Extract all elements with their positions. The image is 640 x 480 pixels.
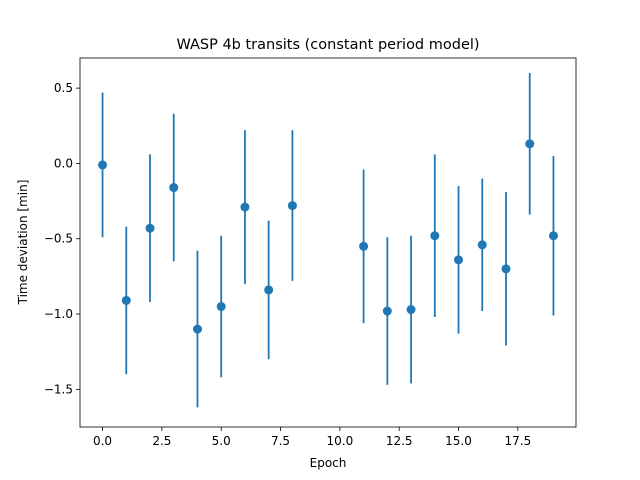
data-point (430, 231, 440, 241)
data-point (548, 231, 558, 241)
y-tick-label: 0.5 (54, 81, 73, 95)
data-point (240, 202, 250, 212)
data-point (501, 264, 511, 274)
y-tick-label: 0.0 (54, 156, 73, 170)
data-point (477, 240, 487, 250)
data-point (382, 306, 392, 316)
data-point (264, 285, 274, 295)
data-point (287, 201, 297, 211)
data-point (98, 160, 108, 170)
chart-title: WASP 4b transits (constant period model) (176, 37, 479, 53)
data-point (525, 139, 535, 149)
x-axis-label: Epoch (310, 456, 347, 470)
plot-area: 0.0 2.5 5.0 7.5 10.0 12.5 15.0 17.5 0.5 0.0 −0.5 −1… (44, 57, 577, 448)
x-tick-label: 7.5 (271, 434, 290, 448)
data-point (192, 324, 202, 334)
y-tick-label: −1.0 (44, 307, 73, 321)
x-tick-label: 10.0 (327, 434, 354, 448)
axes-frame (79, 57, 577, 428)
x-tick-label: 15.0 (445, 434, 472, 448)
y-tick-label: −1.5 (44, 382, 73, 396)
data-point (145, 223, 155, 233)
y-tick-label: −0.5 (44, 232, 73, 246)
x-tick-label: 2.5 (152, 434, 171, 448)
data-point (454, 255, 464, 265)
data-point (406, 305, 416, 315)
data-point (121, 295, 131, 305)
data-point (359, 241, 369, 251)
x-tick-label: 17.5 (504, 434, 531, 448)
x-tick-label: 5.0 (212, 434, 231, 448)
x-tick-label: 12.5 (386, 434, 413, 448)
x-tick-label: 0.0 (93, 434, 112, 448)
data-point (169, 183, 179, 193)
data-point (216, 302, 226, 312)
y-axis-label: Time deviation [min] (16, 180, 30, 306)
